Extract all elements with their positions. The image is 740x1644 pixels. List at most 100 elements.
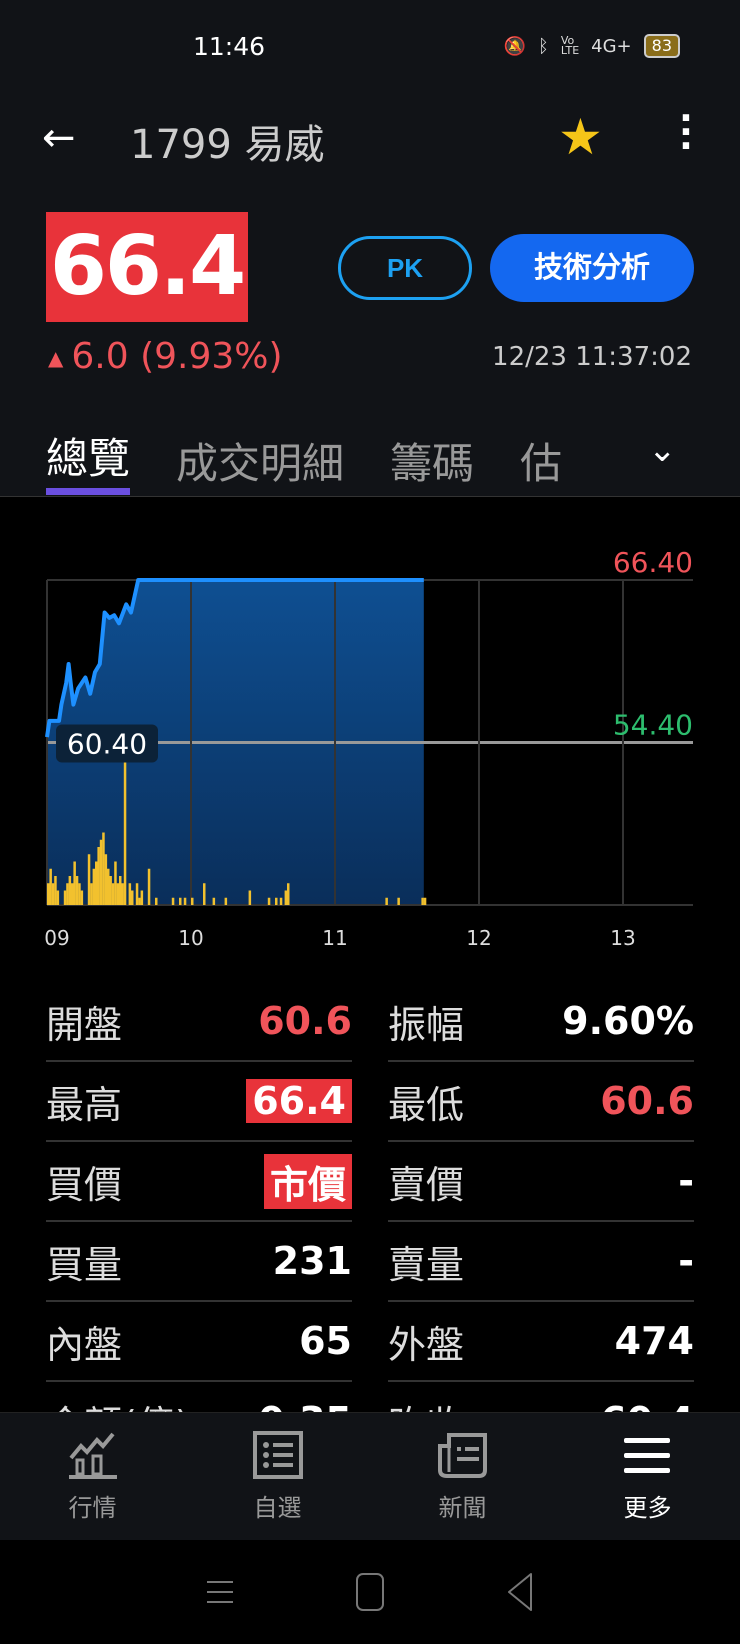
stat-row: 賣量 - — [388, 1222, 694, 1302]
volume-bar — [397, 897, 400, 905]
volume-bar — [97, 847, 100, 905]
volume-bar — [111, 883, 115, 905]
volume-bar — [66, 883, 69, 905]
volume-bar — [51, 883, 55, 905]
volume-bar — [287, 883, 290, 905]
volume-bar — [116, 883, 120, 905]
volume-bar — [80, 890, 84, 905]
stat-label: 買價 — [46, 1162, 123, 1207]
pk-button[interactable]: PK — [338, 236, 472, 300]
nav-label: 行情 — [68, 1494, 117, 1522]
system-nav — [0, 1540, 740, 1644]
stat-value: 60.6 — [258, 999, 352, 1043]
recent-apps-icon[interactable] — [205, 1577, 235, 1607]
quote-timestamp: 12/23 11:37:02 — [492, 342, 692, 372]
stat-label: 賣價 — [388, 1162, 465, 1207]
tab-valuation[interactable]: 估 — [520, 438, 563, 488]
volume-bar — [224, 897, 228, 905]
volume-bar — [423, 897, 427, 905]
more-options-icon[interactable]: · · · — [679, 98, 693, 167]
stat-row: 外盤 474 — [388, 1302, 694, 1382]
volume-bar — [179, 897, 182, 905]
volume-bar — [121, 883, 124, 905]
stat-label: 賣量 — [388, 1242, 465, 1287]
volume-bar — [107, 868, 110, 905]
stat-label: 買量 — [46, 1242, 123, 1287]
chevron-down-icon[interactable]: ⌄ — [648, 430, 677, 470]
volume-bar — [191, 897, 194, 905]
tab-trade-details[interactable]: 成交明細 — [176, 438, 345, 488]
volume-bar — [87, 854, 91, 905]
stat-value: 市價 — [263, 1153, 352, 1209]
stat-row: 買量 231 — [46, 1222, 352, 1302]
nav-watchlist[interactable]: 自選 — [185, 1413, 370, 1540]
tab-bar: 總覽 成交明細 籌碼 估 — [0, 425, 740, 495]
volume-bar — [203, 883, 206, 905]
nav-market[interactable]: 行情 — [0, 1413, 185, 1540]
volume-bar — [56, 890, 60, 905]
volume-bar — [75, 876, 79, 905]
volume-bar — [95, 861, 98, 905]
status-time: 11:46 — [193, 32, 266, 61]
stat-value: 66.4 — [246, 1079, 352, 1123]
stat-label: 內盤 — [46, 1322, 123, 1367]
volume-bar — [135, 883, 139, 905]
current-price: 66.4 — [46, 212, 248, 322]
list-icon — [252, 1431, 303, 1479]
x-tick-label: 11 — [322, 926, 347, 950]
back-icon[interactable] — [505, 1572, 535, 1612]
favorite-star-icon[interactable]: ★ — [558, 108, 603, 166]
x-tick-label: 13 — [610, 926, 635, 950]
nav-label: 新聞 — [438, 1494, 487, 1522]
volte-icon: Vo LTE — [560, 34, 580, 57]
stat-row: 開盤 60.6 — [46, 982, 352, 1062]
technical-analysis-button[interactable]: 技術分析 — [490, 234, 694, 302]
stat-row: 買價 市價 — [46, 1142, 352, 1222]
stat-value: 60.6 — [600, 1079, 694, 1123]
stat-value: 231 — [272, 1239, 352, 1283]
tab-overview[interactable]: 總覽 — [46, 425, 131, 495]
stat-label: 外盤 — [388, 1322, 465, 1367]
back-button[interactable]: ← — [42, 115, 76, 161]
tab-chips[interactable]: 籌碼 — [390, 438, 475, 488]
volume-bar — [155, 897, 158, 905]
volume-bar — [114, 861, 117, 905]
volume-bar — [54, 876, 57, 905]
stat-row: 內盤 65 — [46, 1302, 352, 1382]
volume-bar — [212, 897, 216, 905]
volume-bar — [385, 897, 388, 905]
home-icon[interactable] — [355, 1572, 385, 1612]
up-triangle-icon: ▲ — [48, 346, 64, 370]
volume-bar — [284, 890, 288, 905]
volume-bar — [248, 890, 252, 905]
signal-icon: 4G+ — [591, 35, 632, 57]
bluetooth-icon: ᛒ — [538, 35, 549, 57]
volume-bar — [102, 832, 105, 905]
ref-price-label: 60.40 — [67, 728, 147, 761]
ref-label-bg — [56, 724, 158, 763]
y-label-high: 66.40 — [613, 546, 693, 579]
battery-icon: 83 — [643, 34, 680, 58]
stats-grid: 開盤 60.6 振幅 9.60% 最高 66.4 最低 60.6 買價 市價 賣價 - 買量 231 賣量 -… — [46, 982, 694, 1462]
intraday-chart: 09 10 11 12 13 66.40 54.40 60.40 — [44, 546, 693, 950]
chart-icon — [68, 1432, 117, 1479]
volume-bar — [123, 760, 127, 905]
volume-bar — [171, 897, 175, 905]
volume-bar — [104, 854, 108, 905]
volume-bar — [99, 839, 103, 905]
nav-news[interactable]: 新聞 — [370, 1413, 555, 1540]
status-icons: 🔕 ᛒ Vo LTE 4G+ 83 — [504, 34, 680, 58]
volume-bar — [183, 897, 187, 905]
x-tick-label: 09 — [44, 926, 69, 950]
y-label-low: 54.40 — [613, 709, 693, 742]
volume-bar — [128, 883, 132, 905]
volume-bar — [73, 861, 76, 905]
x-tick-label: 12 — [466, 926, 491, 950]
stat-value: 474 — [614, 1319, 694, 1363]
volume-bar — [119, 876, 122, 905]
menu-icon — [623, 1438, 670, 1473]
nav-more[interactable]: 更多 — [555, 1413, 740, 1540]
page-title: 1799 易威 — [130, 122, 325, 168]
stat-label: 開盤 — [46, 1002, 123, 1047]
stat-label: 最低 — [388, 1082, 465, 1127]
